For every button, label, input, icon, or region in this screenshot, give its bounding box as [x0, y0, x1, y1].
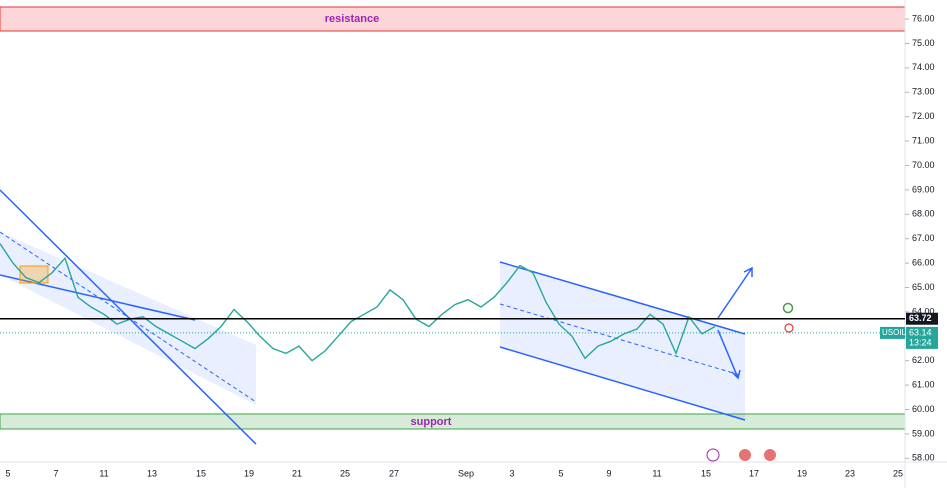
y-tick-label: 61.00: [912, 379, 935, 389]
marker: [782, 302, 794, 314]
x-tick-label: 25: [340, 468, 350, 478]
y-tick-label: 71.00: [912, 135, 935, 145]
x-tick-label: 7: [53, 468, 58, 478]
x-tick-label: 3: [509, 468, 514, 478]
y-tick-label: 66.00: [912, 257, 935, 267]
x-tick-label: Sep: [458, 468, 474, 478]
y-tick-label: 67.00: [912, 233, 935, 243]
last-tag: [906, 326, 938, 349]
resistance-label: resistance: [325, 13, 379, 25]
x-tick-label: 9: [606, 468, 611, 478]
x-tick-label: 11: [652, 468, 661, 478]
arrow-down: [717, 329, 741, 380]
y-tick-label: 75.00: [912, 38, 935, 48]
last-label: 63.14: [909, 327, 932, 337]
symbol-tag: [880, 326, 905, 339]
x-tick-label: 5: [5, 468, 10, 478]
x-tick-label: 25: [893, 468, 903, 478]
x-tick-label: 15: [196, 468, 206, 478]
y-tick-label: 74.00: [912, 62, 935, 72]
channel-mid: [0, 231, 257, 403]
level-tag: [906, 312, 938, 325]
y-tick-label: 72.00: [912, 111, 935, 121]
event-icon[interactable]: [706, 448, 720, 462]
support-zone: [0, 413, 906, 430]
level-label: 63.72: [909, 313, 932, 323]
x-tick-label: 15: [701, 468, 711, 478]
channel-line: [499, 261, 746, 335]
support-label: support: [411, 416, 452, 428]
y-tick-label: 64.00: [912, 306, 935, 316]
y-tick-label: 73.00: [912, 87, 935, 97]
y-tick-label: 69.00: [912, 184, 935, 194]
channel-line: [0, 189, 257, 445]
y-tick-label: 62.00: [912, 355, 935, 365]
event-icon[interactable]: [739, 449, 751, 461]
x-tick-label: 19: [244, 468, 254, 478]
x-tick-label: 19: [797, 468, 807, 478]
y-tick-label: 65.00: [912, 282, 935, 292]
y-tick-label: 68.00: [912, 209, 935, 219]
countdown: 13:24: [909, 337, 932, 347]
symbol-label: USOIL: [882, 328, 907, 337]
event-icon[interactable]: [764, 449, 776, 461]
y-tick-label: 58.00: [912, 453, 935, 463]
x-tick-label: 21: [292, 468, 302, 478]
arrow-up: [717, 266, 753, 319]
x-tick-label: 23: [845, 468, 855, 478]
y-tick-label: 60.00: [912, 404, 935, 414]
channel-fill: [500, 262, 745, 420]
marker: [784, 323, 794, 333]
y-tick-label: 70.00: [912, 160, 935, 170]
resistance-zone: [0, 6, 906, 32]
x-tick-label: 27: [389, 468, 399, 478]
x-tick-label: 5: [558, 468, 563, 478]
y-tick-label: 76.00: [912, 13, 935, 23]
x-tick-label: 13: [147, 468, 157, 478]
x-tick-label: 17: [749, 468, 759, 478]
x-tick-label: 11: [99, 468, 108, 478]
y-tick-label: 59.00: [912, 428, 935, 438]
channel-line: [499, 346, 746, 421]
